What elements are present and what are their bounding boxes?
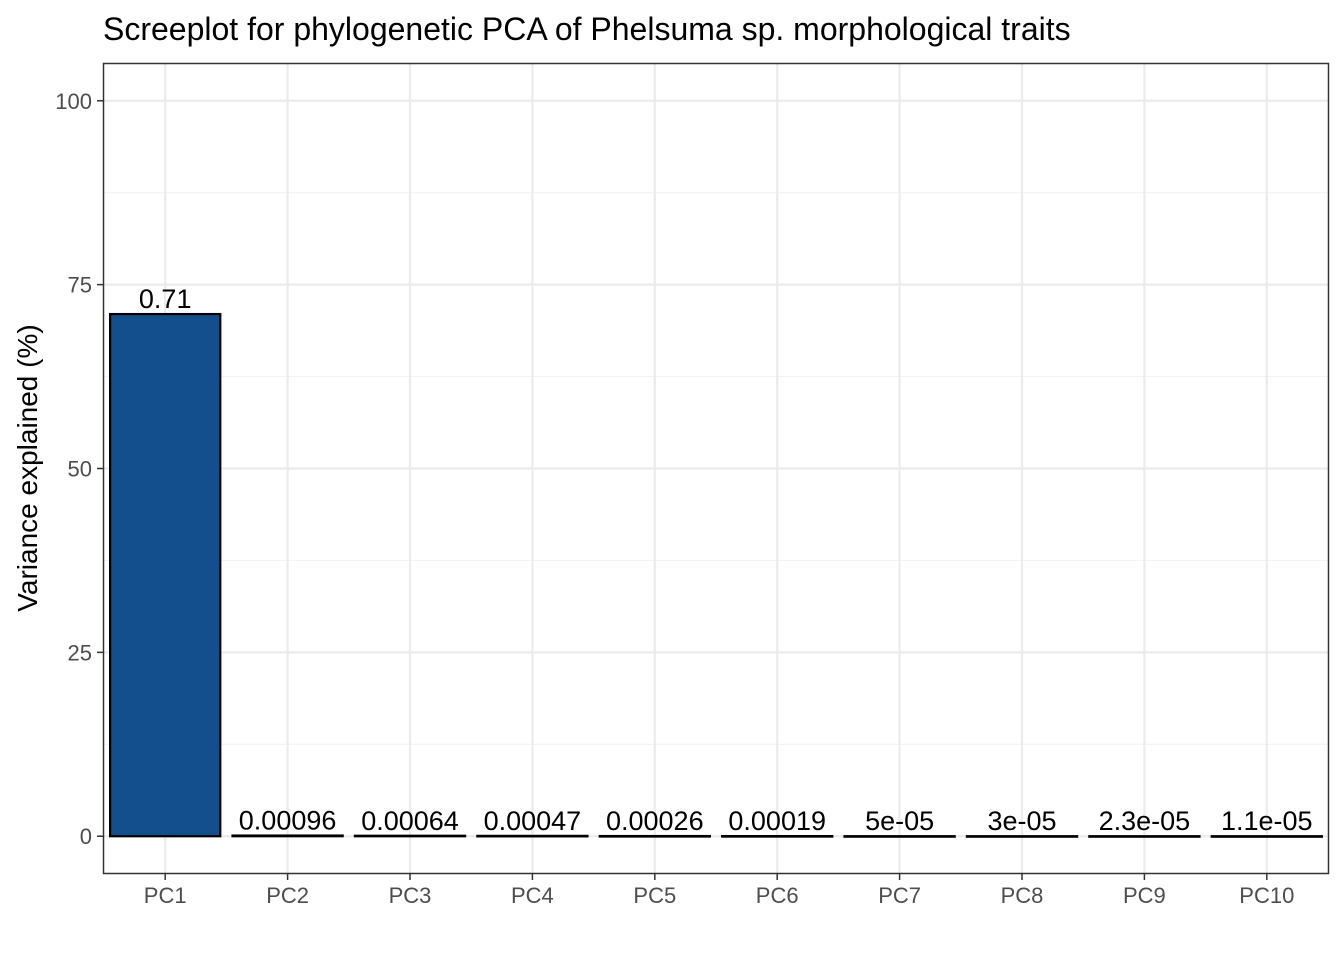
data-labels: 0.71 0.00096 0.00064 0.00047 0.00026 0.00019 5…: [139, 284, 1313, 836]
x-tick-label: PC5: [633, 883, 676, 908]
y-tick-label: 50: [68, 457, 92, 482]
grid-lines: [104, 64, 1328, 873]
data-label-pc4: 0.00047: [484, 806, 582, 836]
data-label-pc9: 2.3e-05: [1099, 806, 1191, 836]
bars: [109, 312, 1323, 838]
data-label-pc3: 0.00064: [361, 806, 459, 836]
x-tick-label: PC10: [1239, 883, 1294, 908]
x-tick-label: PC3: [389, 883, 432, 908]
data-label-pc7: 5e-05: [865, 806, 934, 836]
data-label-pc5: 0.00026: [606, 806, 704, 836]
chart-title: Screeplot for phylogenetic PCA of Phelsu…: [103, 11, 1071, 47]
y-tick-label: 75: [68, 273, 92, 298]
x-tick-label: PC1: [144, 883, 187, 908]
x-axis: PC1 PC2 PC3 PC4 PC5 PC6 PC7 PC8 PC9 PC10: [144, 873, 1294, 908]
bar-pc1: [109, 312, 222, 838]
bar-pc2: [231, 834, 344, 838]
x-tick-label: PC8: [1001, 883, 1044, 908]
bar-pc7: [843, 835, 956, 838]
bar-pc5: [598, 834, 711, 838]
x-tick-label: PC2: [266, 883, 309, 908]
bar-pc3: [353, 834, 467, 838]
bar-pc10: [1210, 835, 1323, 838]
data-label-pc6: 0.00019: [728, 806, 826, 836]
data-label-pc10: 1.1e-05: [1221, 806, 1313, 836]
y-tick-label: 100: [55, 89, 92, 114]
bar-pc6: [721, 834, 834, 838]
bar-pc4: [476, 834, 589, 838]
x-tick-label: PC4: [511, 883, 554, 908]
y-axis: 0 25 50 75 100: [55, 89, 104, 849]
bar-pc9: [1088, 835, 1201, 838]
x-tick-label: PC9: [1123, 883, 1166, 908]
data-label-pc1: 0.71: [139, 284, 192, 314]
y-axis-title: Variance explained (%): [12, 324, 43, 611]
data-label-pc2: 0.00096: [239, 806, 337, 836]
y-tick-label: 25: [68, 640, 92, 665]
bar-pc8: [965, 835, 1079, 838]
x-tick-label: PC7: [878, 883, 921, 908]
x-tick-label: PC6: [756, 883, 799, 908]
y-tick-label: 0: [80, 824, 92, 849]
data-label-pc8: 3e-05: [987, 806, 1056, 836]
